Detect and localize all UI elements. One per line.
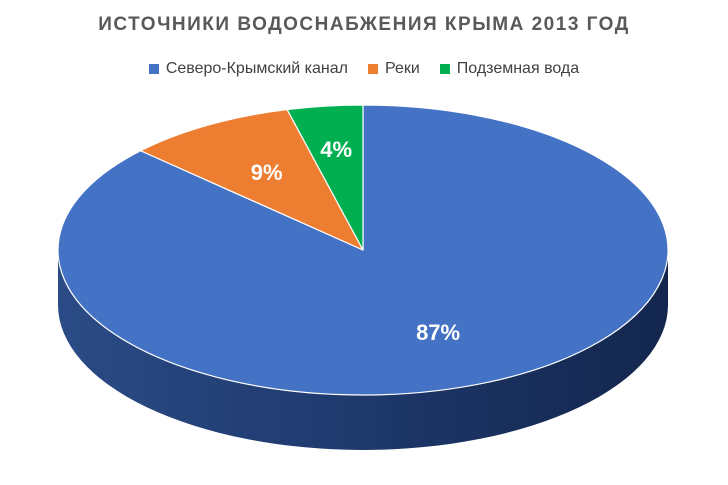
legend-swatch-rivers: [367, 64, 378, 74]
pie-slice-groundwater: [286, 104, 364, 251]
pie-side: [58, 250, 668, 450]
chart-title: ИСТОЧНИКИ ВОДОСНАБЖЕНИЯ КРЫМА 2013 ГОД: [98, 14, 630, 35]
legend-label-groundwater: Подземная вода: [456, 60, 580, 77]
legend-item-canal: Северо-Крымский канал: [148, 60, 348, 78]
legend-label-rivers: Реки: [384, 60, 420, 77]
pie-slice-rivers: [140, 108, 364, 251]
legend-label-canal: Северо-Крымский канал: [165, 60, 348, 77]
data-label-rivers: 9%: [251, 160, 283, 185]
legend-swatch-canal: [148, 64, 159, 74]
pie-labels: 87% 9% 4%: [251, 137, 460, 345]
pie-top: [57, 104, 669, 396]
data-label-groundwater: 4%: [320, 137, 352, 162]
legend-swatch-groundwater: [439, 64, 450, 74]
data-label-canal: 87%: [416, 320, 460, 345]
legend-item-rivers: Реки: [367, 60, 420, 78]
pie-side-canal: [58, 250, 668, 450]
legend-item-groundwater: Подземная вода: [439, 60, 580, 78]
legend: Северо-Крымский канал Реки Подземная вод…: [0, 60, 728, 78]
